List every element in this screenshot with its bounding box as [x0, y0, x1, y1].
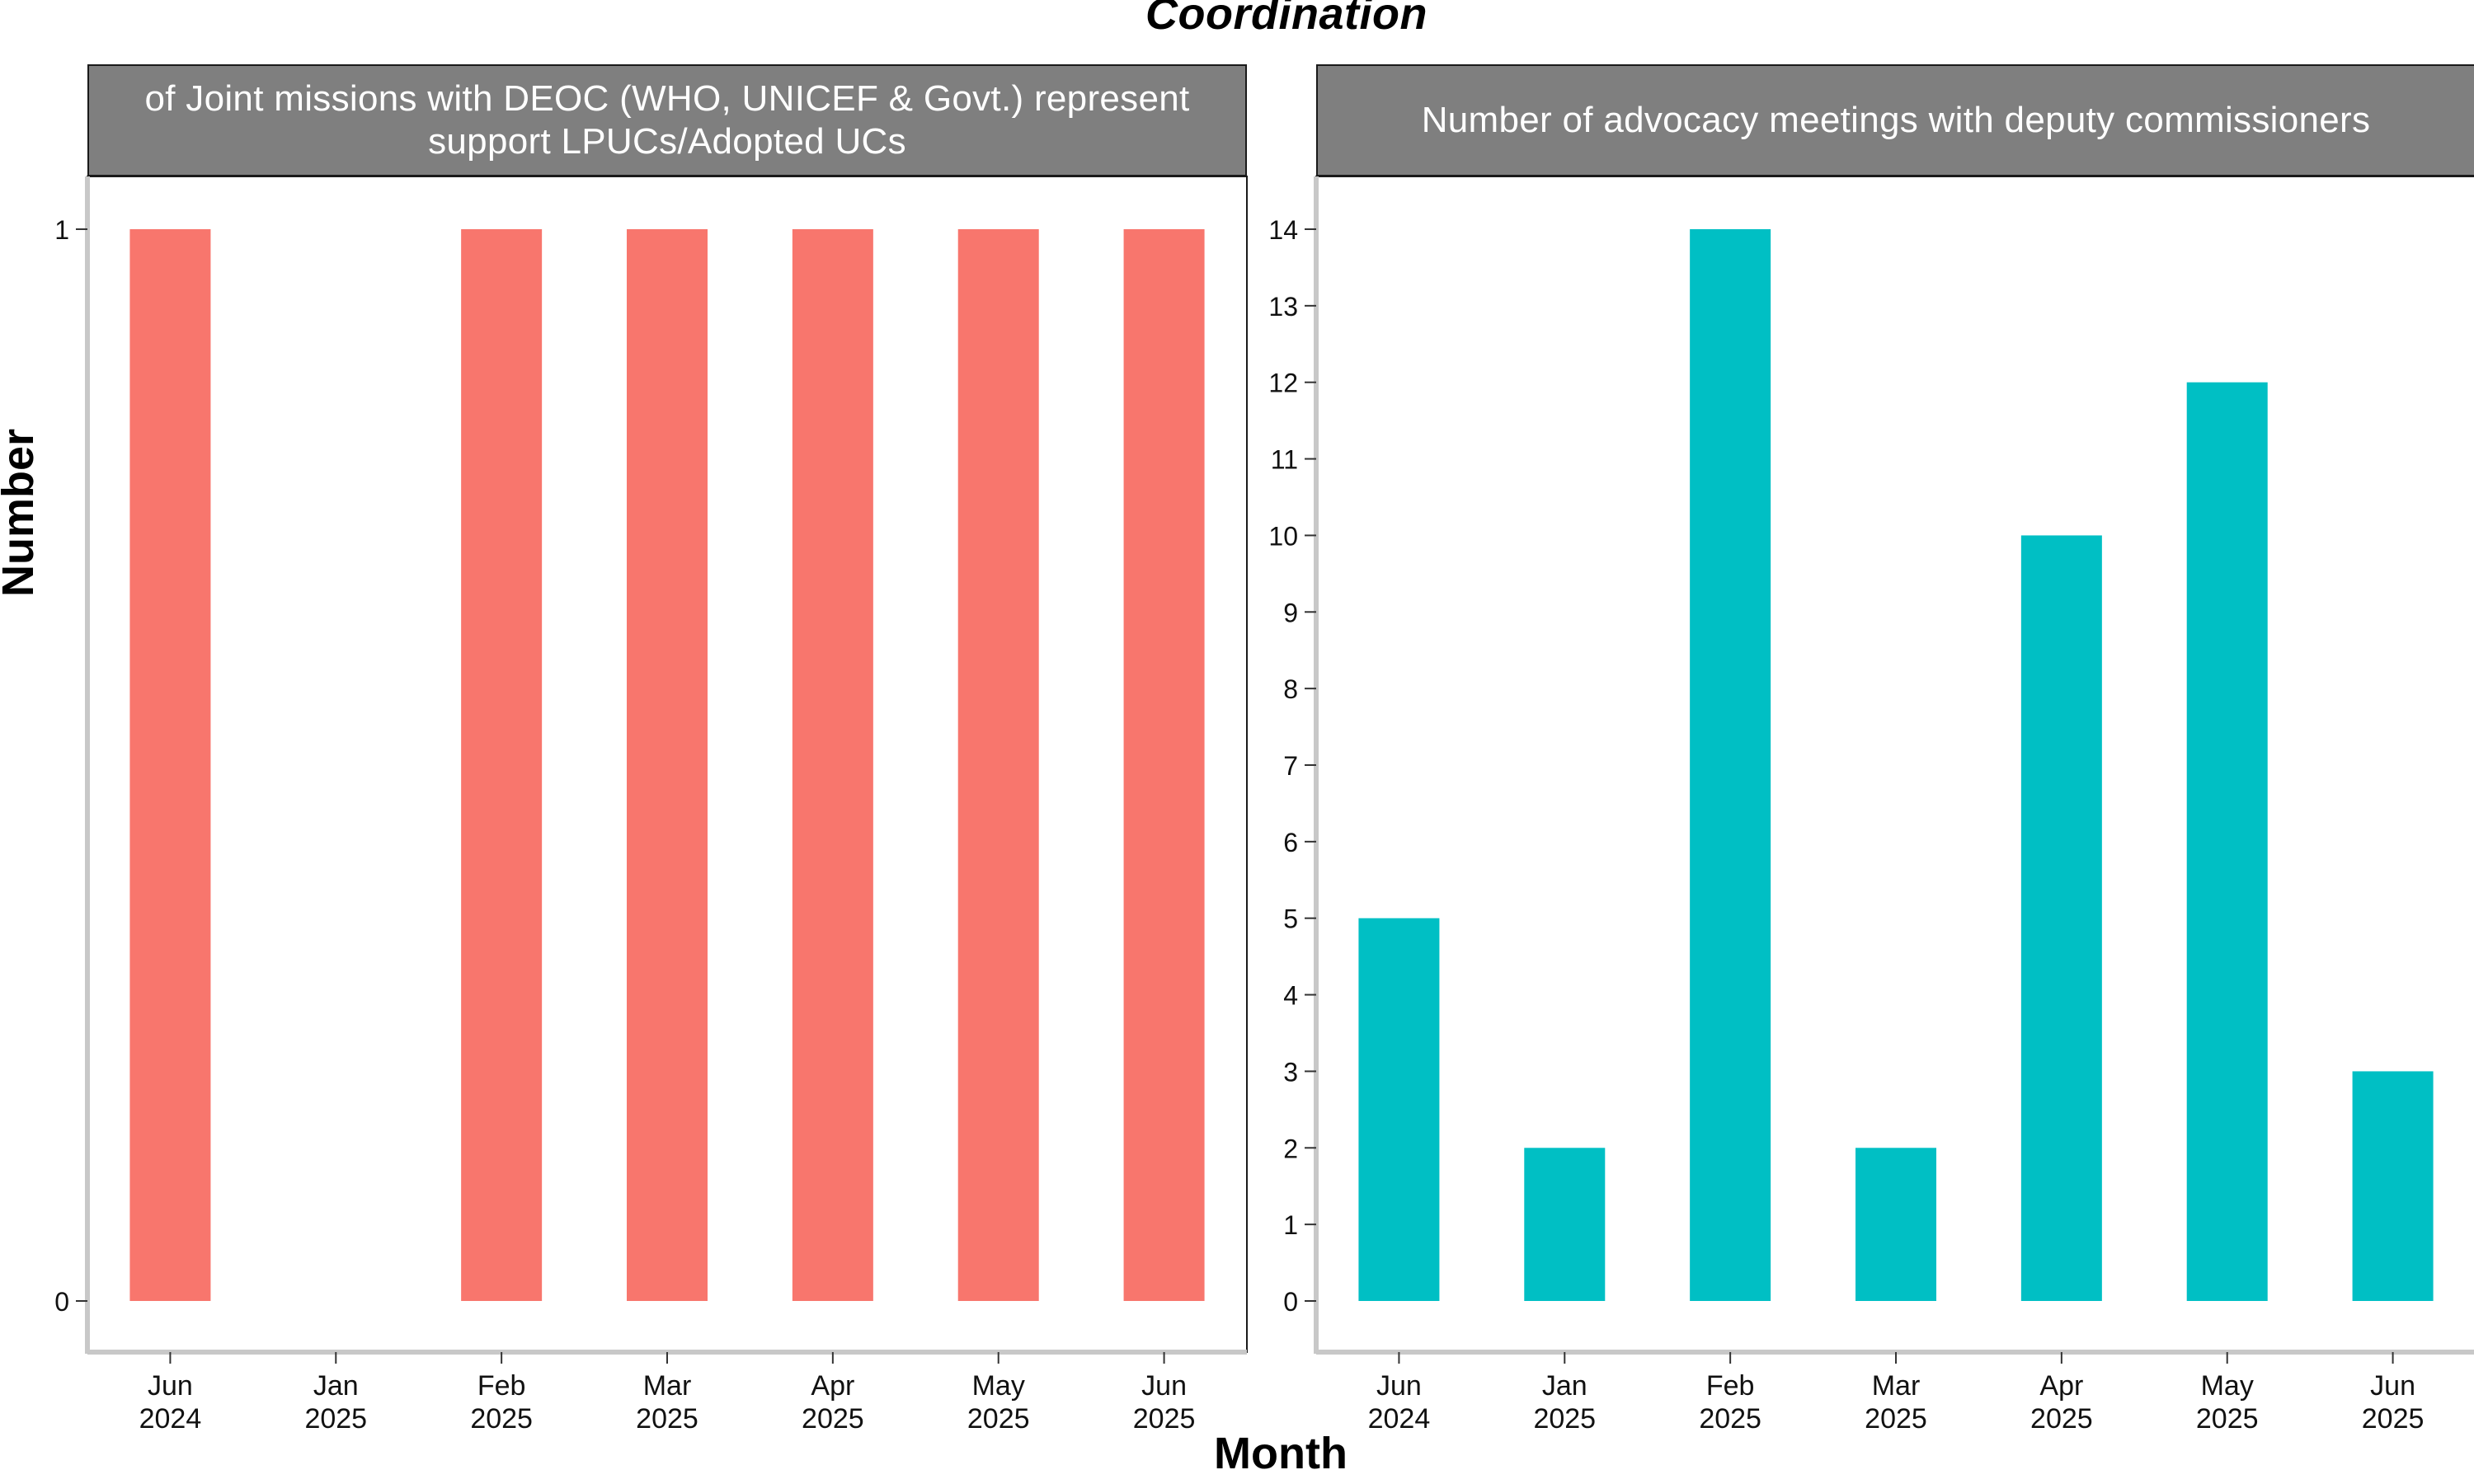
panel-2-y-tick-label-8: 8	[1283, 674, 1298, 704]
panel-1-bar-4	[627, 229, 708, 1301]
panel-2-bar-6	[2186, 382, 2268, 1301]
chart-title: Coordination	[1145, 0, 1427, 39]
panel-2-y-tick-label-7: 7	[1283, 751, 1298, 781]
panel-2-bar-1	[1358, 918, 1440, 1301]
panel-2-strip-text: Number of advocacy meetings with deputy …	[1421, 100, 2371, 140]
panel-1-x-tick-label-7: 2025	[1133, 1403, 1196, 1435]
panel-2-y-tick-label-6: 6	[1283, 828, 1298, 857]
panel-1-strip-title: of Joint missions with DEOC (WHO, UNICEF…	[87, 64, 1247, 176]
panel-1-x-tick-label-7: Jun	[1141, 1370, 1187, 1402]
x-axis-title: Month	[1214, 1429, 1348, 1478]
panel-2-y-tick-label-12: 12	[1268, 369, 1298, 398]
panel-1-bar-3	[461, 229, 543, 1301]
panel-1-x-tick-label-3: 2025	[470, 1403, 533, 1435]
panel-2-x-tick-label-7: 2025	[2362, 1403, 2425, 1435]
panel-1-bar-6	[957, 229, 1039, 1301]
panel-2-bar-5	[2020, 535, 2102, 1301]
panel-1-bar-7	[1123, 229, 1205, 1301]
panel-2-bar-2	[1524, 1148, 1606, 1301]
panel-2-y-tick-label-0: 0	[1283, 1287, 1298, 1317]
panel-1-x-tick-label-2: 2025	[304, 1403, 367, 1435]
panel-1-x-tick-label-3: Feb	[477, 1370, 526, 1402]
panel-2-y-tick-label-10: 10	[1268, 521, 1298, 551]
panel-1-y-tick-label-1: 1	[54, 215, 69, 245]
panel-2-strip-title: Number of advocacy meetings with deputy …	[1316, 64, 2474, 176]
panel-2-y-tick-label-2: 2	[1283, 1134, 1298, 1163]
panel-2-bar-7	[2352, 1071, 2434, 1301]
panel-2-x-tick-label-4: Mar	[1872, 1370, 1921, 1402]
panel-1-x-tick-label-5: Apr	[811, 1370, 854, 1402]
panel-1-bar-5	[792, 229, 873, 1301]
panel-2-x-tick-label-6: 2025	[2196, 1403, 2259, 1435]
panel-2-y-tick-label-9: 9	[1283, 598, 1298, 627]
panel-2-x-tick-label-2: 2025	[1533, 1403, 1596, 1435]
panel-2-y-tick-label-1: 1	[1283, 1210, 1298, 1240]
panel-2-x-tick-label-1: 2024	[1368, 1403, 1431, 1435]
panel-1-x-tick-label-1: Jun	[148, 1370, 193, 1402]
panel-2-y-tick-label-5: 5	[1283, 904, 1298, 934]
panel-1-x-tick-label-1: 2024	[139, 1403, 202, 1435]
panel-2-x-tick-label-2: Jan	[1542, 1370, 1587, 1402]
panel-2-bar-3	[1690, 229, 1771, 1301]
panel-2-x-tick-label-5: 2025	[2030, 1403, 2093, 1435]
panel-1-x-tick-label-2: Jan	[313, 1370, 359, 1402]
panel-1-x-tick-label-5: 2025	[802, 1403, 864, 1435]
panel-2-x-tick-label-3: Feb	[1706, 1370, 1755, 1402]
panel-2-y-tick-label-4: 4	[1283, 981, 1298, 1011]
panel-1-x-tick-label-6: May	[972, 1370, 1025, 1402]
panel-2-x-tick-label-7: Jun	[2370, 1370, 2415, 1402]
panel-2-y-tick-label-11: 11	[1271, 445, 1298, 475]
panel-2-y-tick-label-14: 14	[1268, 215, 1298, 245]
panel-2-x-tick-label-5: Apr	[2039, 1370, 2083, 1402]
panel-1-x-tick-label-4: Mar	[643, 1370, 692, 1402]
panel-1-strip-text: of Joint missions with DEOC (WHO, UNICEF…	[144, 78, 1190, 162]
panel-2-y-tick-label-3: 3	[1283, 1057, 1298, 1087]
panel-2-x-tick-label-1: Jun	[1376, 1370, 1422, 1402]
panel-2-y-tick-label-13: 13	[1268, 292, 1298, 322]
panel-1-y-tick-label-0: 0	[54, 1287, 69, 1317]
panel-1-bar-1	[129, 229, 211, 1301]
panel-1-x-tick-label-6: 2025	[967, 1403, 1030, 1435]
panel-1-x-tick-label-4: 2025	[636, 1403, 698, 1435]
panel-2-x-tick-label-6: May	[2201, 1370, 2254, 1402]
panel-2-x-tick-label-4: 2025	[1865, 1403, 1927, 1435]
panel-2-x-tick-label-3: 2025	[1699, 1403, 1761, 1435]
panel-2-bar-4	[1856, 1148, 1936, 1301]
